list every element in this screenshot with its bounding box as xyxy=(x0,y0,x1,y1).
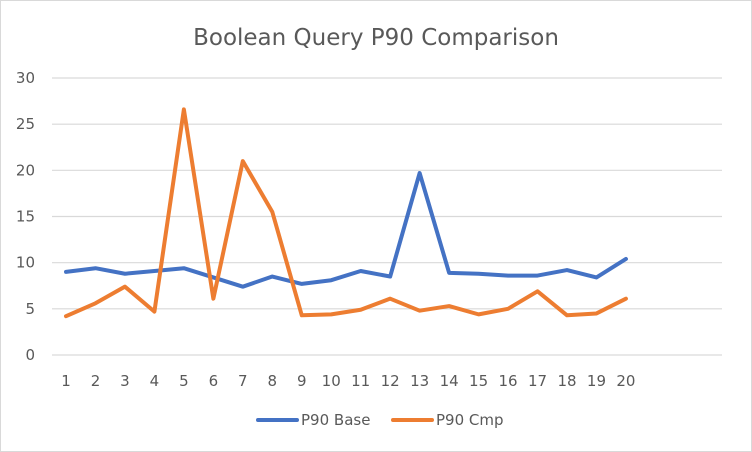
x-tick-label: 13 xyxy=(410,372,429,390)
x-tick-label: 19 xyxy=(587,372,606,390)
x-tick-label: 3 xyxy=(120,372,130,390)
x-tick-label: 10 xyxy=(322,372,341,390)
y-tick-label: 20 xyxy=(16,161,35,179)
y-tick-label: 25 xyxy=(16,115,35,133)
legend: P90 Base P90 Cmp xyxy=(256,411,504,429)
y-tick-label: 10 xyxy=(16,254,35,272)
x-tick-label: 6 xyxy=(209,372,219,390)
x-tick-label: 4 xyxy=(150,372,160,390)
x-tick-label: 17 xyxy=(528,372,547,390)
x-tick-label: 5 xyxy=(179,372,189,390)
y-tick-label: 5 xyxy=(25,300,35,318)
series-line-p90-cmp xyxy=(64,107,628,319)
x-tick-label: 18 xyxy=(557,372,576,390)
series xyxy=(64,107,628,319)
x-axis-ticks: 1 2 3 4 5 6 7 8 9 10 11 12 13 14 15 16 17 18 19 20 xyxy=(61,372,635,390)
x-tick-label: 7 xyxy=(238,372,248,390)
x-tick-label: 9 xyxy=(297,372,307,390)
y-tick-label: 15 xyxy=(16,208,35,226)
legend-item: P90 Cmp xyxy=(391,411,504,429)
x-tick-label: 15 xyxy=(469,372,488,390)
legend-item: P90 Base xyxy=(256,411,370,429)
y-axis-ticks: 0 5 10 15 20 25 30 xyxy=(16,69,35,364)
x-tick-label: 16 xyxy=(499,372,518,390)
x-tick-label: 8 xyxy=(268,372,278,390)
x-tick-label: 12 xyxy=(381,372,400,390)
legend-label: P90 Cmp xyxy=(436,411,504,429)
x-tick-label: 11 xyxy=(351,372,370,390)
chart-title: Boolean Query P90 Comparison xyxy=(193,25,559,51)
gridlines xyxy=(52,77,722,356)
x-tick-label: 1 xyxy=(61,372,71,390)
x-tick-label: 2 xyxy=(91,372,101,390)
x-tick-label: 20 xyxy=(616,372,635,390)
y-tick-label: 0 xyxy=(25,346,35,364)
y-tick-label: 30 xyxy=(16,69,35,87)
x-tick-label: 14 xyxy=(440,372,459,390)
legend-label: P90 Base xyxy=(301,411,370,429)
